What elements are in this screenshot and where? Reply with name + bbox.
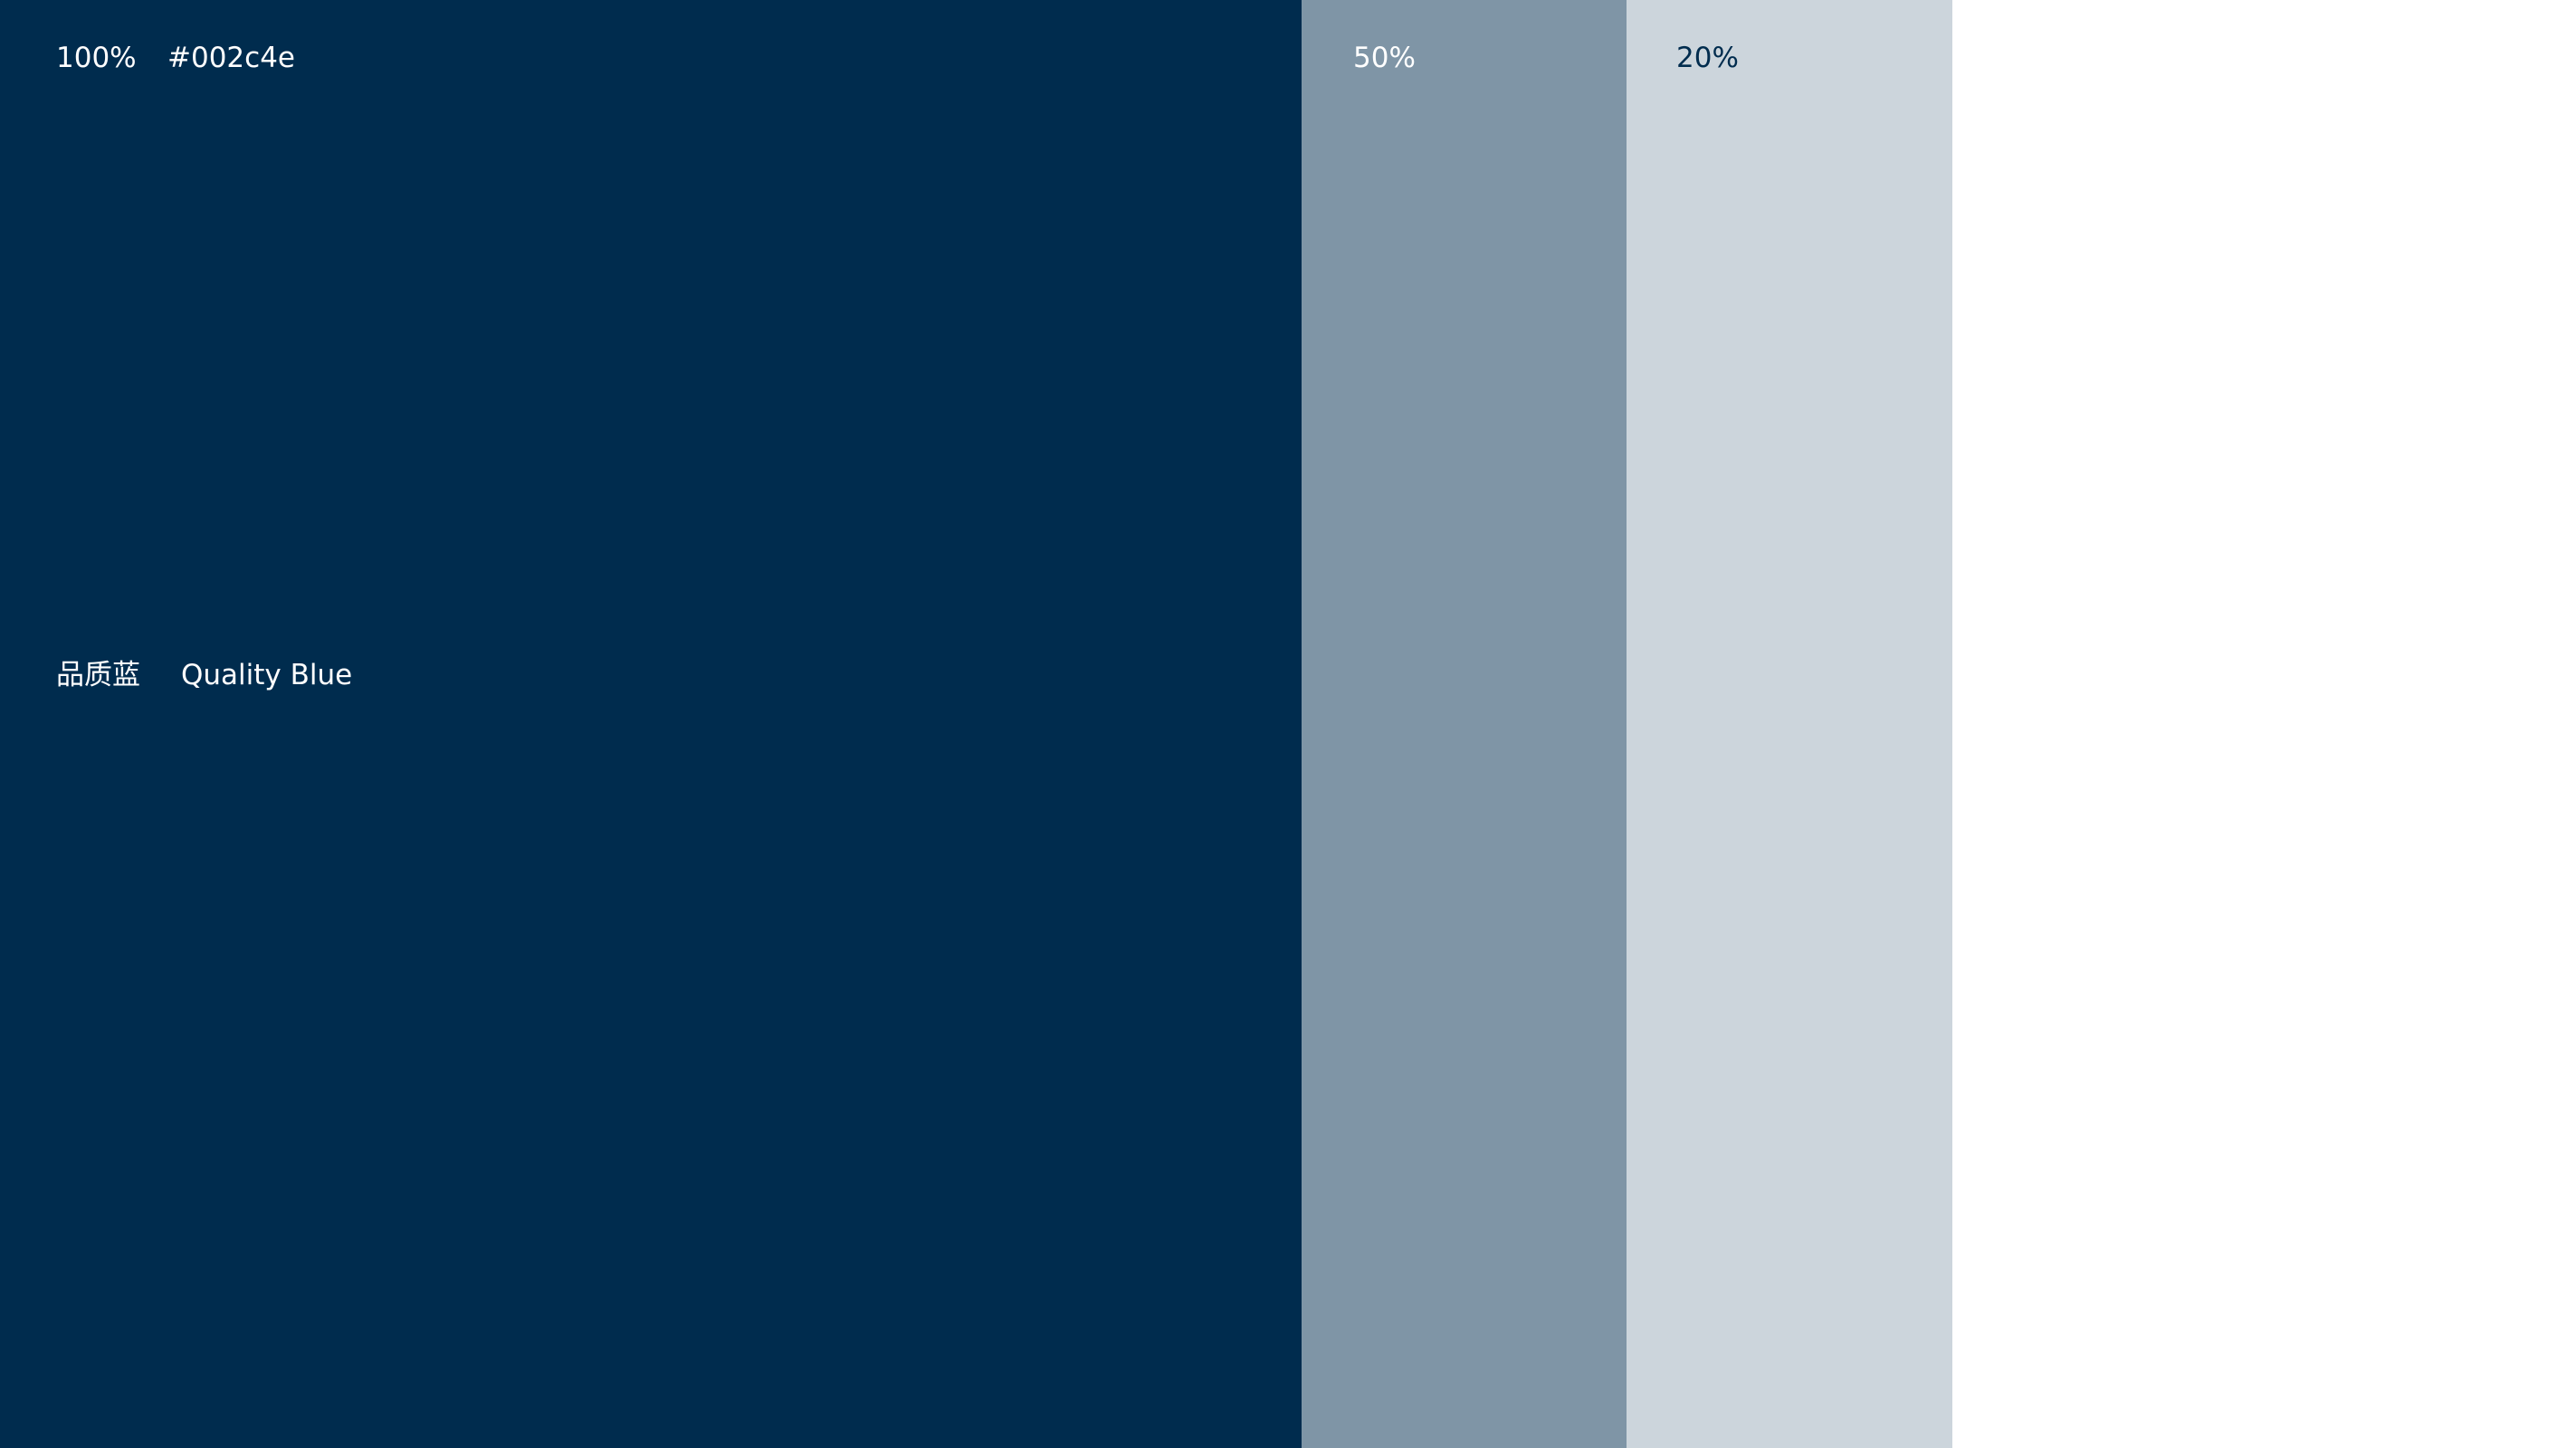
percent-label: 20% — [1676, 42, 1739, 74]
percent-label: 100% — [56, 42, 137, 74]
swatch-50: 50% — [1302, 0, 1627, 1448]
hex-label: #002c4e — [167, 42, 295, 74]
swatch-100: 100% #002c4e 品质蓝 Quality Blue — [0, 0, 1302, 1448]
name-en: Quality Blue — [181, 659, 353, 691]
swatch-20: 20% — [1627, 0, 1952, 1448]
percent-label: 50% — [1353, 42, 1416, 74]
name-cn: 品质蓝 — [56, 659, 140, 691]
